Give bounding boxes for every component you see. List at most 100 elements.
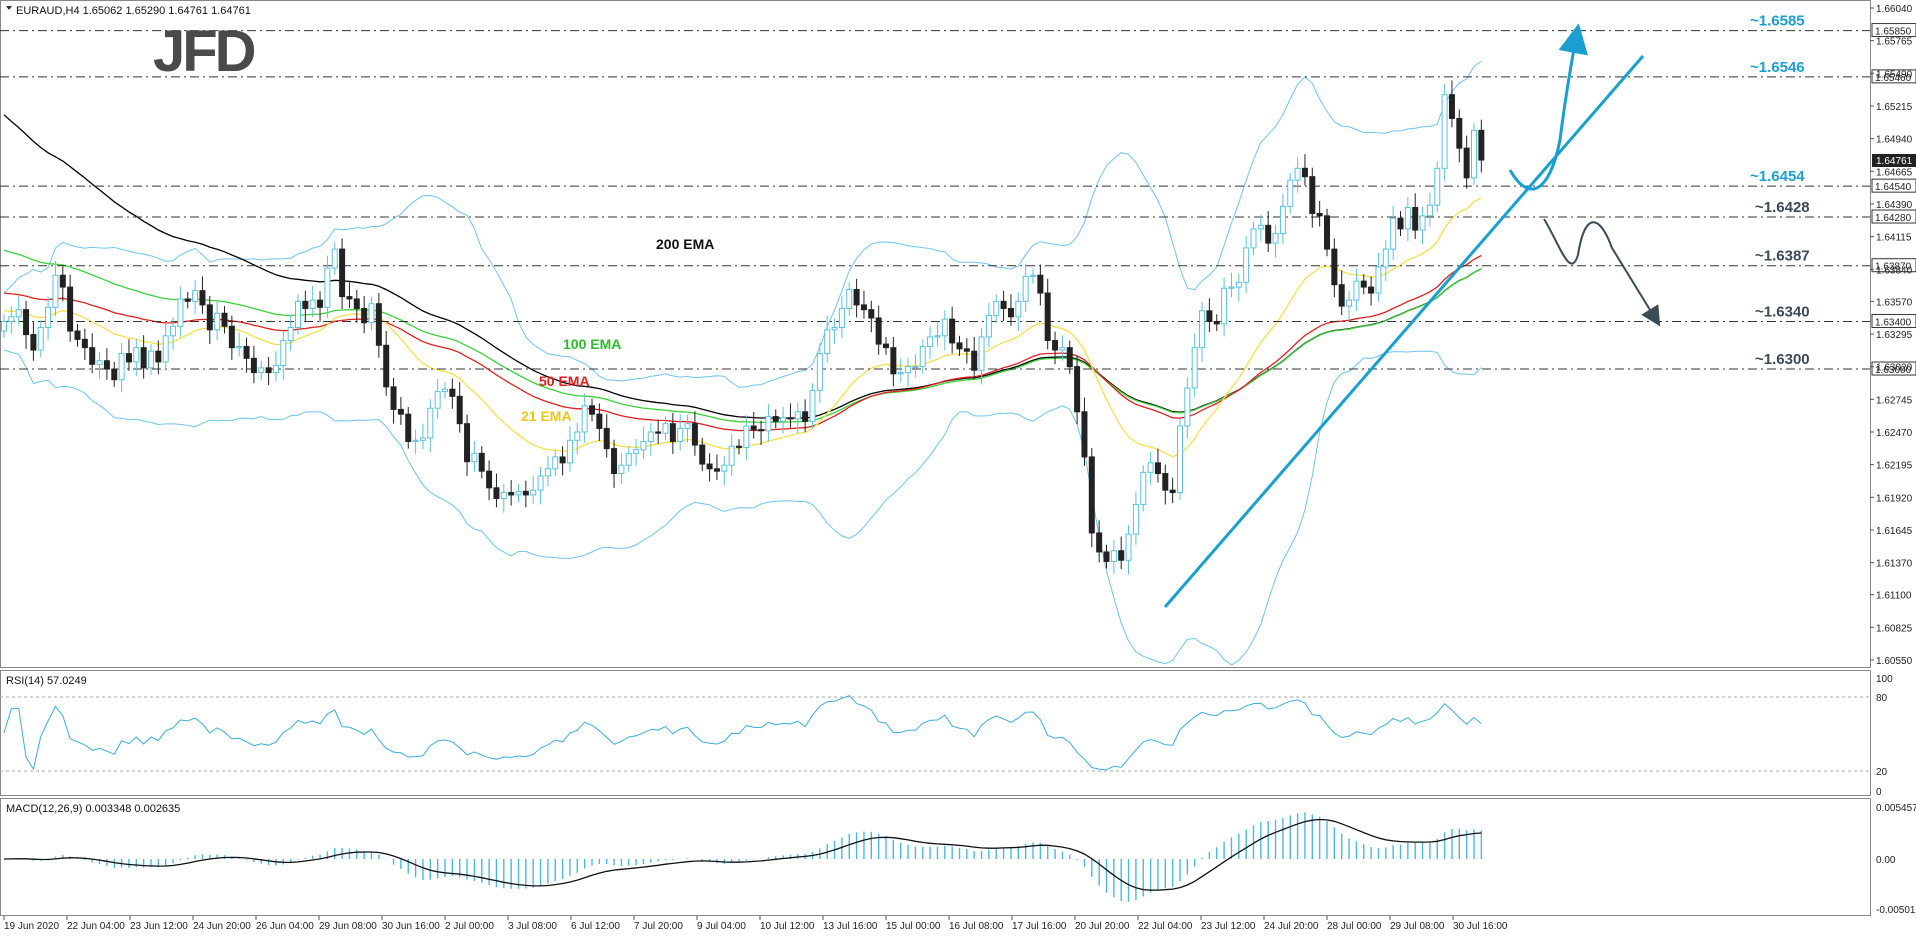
candle-body <box>177 298 184 327</box>
candle-body <box>640 440 647 451</box>
candle-body <box>574 431 581 441</box>
candle-body <box>1382 248 1389 268</box>
moving-averages <box>3 114 1482 458</box>
candle-body <box>1125 533 1132 561</box>
candle-body <box>442 388 448 393</box>
level-tag <box>1871 361 1916 376</box>
candle-body <box>471 452 478 463</box>
candle-body <box>963 348 970 352</box>
annotations <box>1163 23 1661 608</box>
current-price-tag <box>1872 154 1916 167</box>
candle-body <box>736 445 742 448</box>
rsi-tick-0: 0 <box>1876 787 1882 798</box>
candle-body <box>596 413 603 429</box>
level-tag <box>1871 178 1916 193</box>
candle-body <box>243 345 250 359</box>
candle-body <box>390 386 397 410</box>
level-tag <box>1871 209 1916 224</box>
level-tag <box>1871 23 1916 38</box>
dropdown-triangle-icon[interactable] <box>6 6 12 10</box>
level-tag <box>1871 258 1916 273</box>
candle-body <box>552 456 559 470</box>
level-tag <box>1871 314 1916 329</box>
time-tick-label: 22 Jul 04:00 <box>1138 921 1193 932</box>
candle-body <box>611 448 618 475</box>
candle-body <box>368 303 375 324</box>
candle-body <box>1404 207 1411 230</box>
time-tick-label: 13 Jul 16:00 <box>823 921 878 932</box>
candle-body <box>125 353 132 363</box>
candle-body <box>706 463 713 470</box>
candle-body <box>919 345 926 368</box>
candle-body <box>287 326 294 342</box>
candle-body <box>353 298 360 309</box>
candle-body <box>324 267 331 308</box>
macd-signal-line <box>3 818 1482 891</box>
key-levels: 1.65850 ~1.6585 1.65460 ~1.6546 1.64540 ~1.64… <box>0 13 1916 376</box>
candle-body <box>868 309 875 319</box>
candle-body <box>1419 215 1426 231</box>
candle-body <box>221 312 228 327</box>
candle-body <box>486 470 493 489</box>
candle-body <box>1353 280 1360 301</box>
candle-body <box>802 411 809 422</box>
candle-body <box>897 372 904 375</box>
candle-body <box>927 336 934 347</box>
time-tick-label: 24 Jun 20:00 <box>193 921 251 932</box>
candle-body <box>192 290 199 302</box>
candle-body <box>162 335 169 363</box>
candle-body <box>772 416 779 422</box>
price-tick-label: 1.65215 <box>1876 102 1913 113</box>
candle-body <box>346 296 353 300</box>
candle-body <box>37 326 44 351</box>
candle-body <box>1147 462 1154 473</box>
price-tick-label: 1.60550 <box>1876 656 1913 667</box>
level-axis-label: 1.63870 <box>1875 262 1912 273</box>
candle-body <box>1338 284 1345 307</box>
price-tick-label: 1.64115 <box>1876 233 1912 244</box>
candle-body <box>1154 462 1161 475</box>
candle-body <box>1015 300 1022 318</box>
candle-body <box>1250 228 1257 249</box>
price-tick-label: 1.63295 <box>1876 330 1913 341</box>
candle-body <box>1118 550 1125 561</box>
candle-body <box>317 299 324 308</box>
bollinger-upper <box>3 60 1482 388</box>
candle-body <box>971 350 978 371</box>
candle-body <box>250 357 257 374</box>
candle-body <box>1331 248 1338 286</box>
candle-body <box>30 334 37 351</box>
candle-body <box>1096 532 1103 553</box>
candle-body <box>1022 275 1029 302</box>
price-tick-label: 1.61100 <box>1876 591 1912 602</box>
instrument-header: EURAUD,H4 1.65062 1.65290 1.64761 1.6476… <box>16 5 251 17</box>
candle-body <box>140 347 147 369</box>
candle-body <box>625 452 632 466</box>
rsi-pane-frame <box>0 670 1871 796</box>
candle-body <box>1294 167 1301 181</box>
time-tick-label: 7 Jul 20:00 <box>634 921 683 932</box>
candle-body <box>434 391 441 409</box>
candle-body <box>500 492 507 499</box>
candle-body <box>1257 224 1264 230</box>
candle-body <box>1162 473 1169 491</box>
level-axis-label: 1.63400 <box>1875 318 1912 329</box>
candle-body <box>890 347 897 375</box>
candle-body <box>1463 147 1470 179</box>
level-label: ~1.6387 <box>1755 248 1810 265</box>
price-tick-label: 1.65765 <box>1876 37 1913 48</box>
rsi-tick-20: 20 <box>1876 767 1888 778</box>
candle-body <box>713 468 720 472</box>
time-tick-label: 17 Jul 16:00 <box>1012 921 1067 932</box>
level-tag <box>1871 69 1916 84</box>
macd-tick-zero: 0.00 <box>1876 855 1896 866</box>
level-label: ~1.6546 <box>1750 59 1805 76</box>
main-pane-frame <box>0 0 1871 668</box>
candle-body <box>412 439 419 442</box>
candle-body <box>1368 286 1375 294</box>
candle-body <box>1132 503 1139 535</box>
candle-body <box>647 431 654 442</box>
candle-body <box>1287 179 1294 207</box>
